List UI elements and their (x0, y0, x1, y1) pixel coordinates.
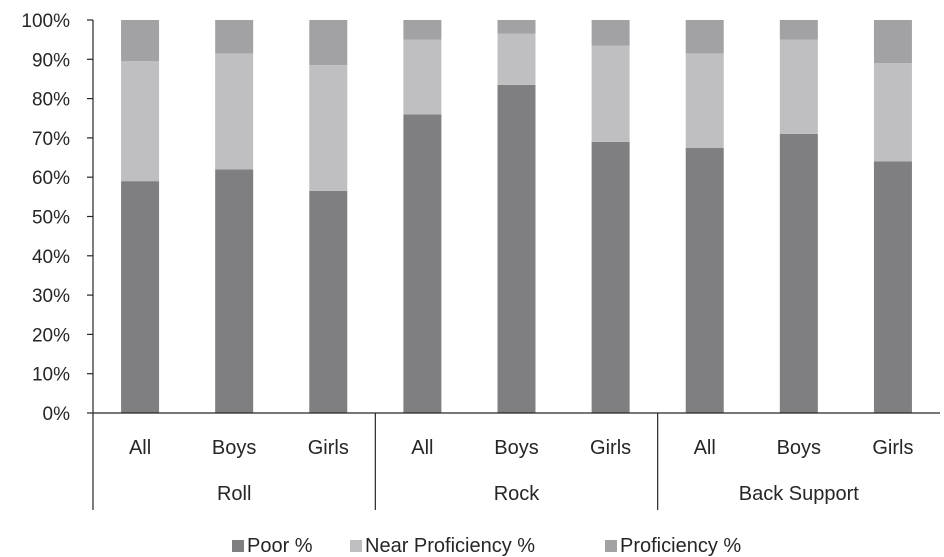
bar-segment-poor-7 (779, 133, 818, 413)
y-tick-label: 0% (43, 404, 71, 425)
bar-segment-near-proficiency-8 (873, 63, 912, 162)
legend-label: Poor % (247, 535, 313, 557)
y-tick-label: 50% (32, 208, 70, 229)
x-category-label: Boys (212, 437, 256, 459)
bar-segment-proficiency-0 (121, 20, 160, 62)
bar-segment-proficiency-1 (215, 20, 254, 54)
bar-segment-poor-1 (215, 169, 254, 413)
y-tick-label: 100% (21, 11, 70, 32)
bar-segment-poor-5 (591, 141, 630, 413)
x-category-label: Girls (308, 437, 349, 459)
axes-layer: 0% 10% 20% 30% 40% 50% 60% 70% 80% 90% 100% All Boys… (21, 11, 940, 510)
y-tick-label: 20% (32, 325, 70, 346)
bar-segment-near-proficiency-1 (215, 53, 254, 170)
bar-segment-near-proficiency-5 (591, 45, 630, 142)
x-category-label: Boys (777, 437, 821, 459)
x-category-label: All (129, 437, 151, 459)
x-category-label: Boys (494, 437, 538, 459)
bar-segment-poor-0 (121, 181, 160, 413)
bar-segment-poor-6 (685, 147, 724, 413)
bar-segment-proficiency-4 (497, 20, 536, 34)
y-tick-label: 70% (32, 129, 70, 150)
y-tick-label: 10% (32, 365, 70, 386)
bar-segment-poor-3 (403, 114, 442, 413)
y-tick-label: 80% (32, 90, 70, 111)
legend-swatch (350, 540, 362, 552)
legend-label: Proficiency % (620, 535, 741, 557)
legend-label: Near Proficiency % (365, 535, 535, 557)
bar-segment-near-proficiency-3 (403, 39, 442, 115)
bar-segment-poor-2 (309, 190, 348, 413)
y-tick-label: 90% (32, 50, 70, 71)
bar-segment-near-proficiency-7 (779, 39, 818, 134)
x-category-label: All (694, 437, 716, 459)
y-tick-label: 30% (32, 286, 70, 307)
bar-segment-proficiency-5 (591, 20, 630, 46)
bar-segment-proficiency-6 (685, 20, 724, 54)
bar-segment-proficiency-8 (873, 20, 912, 64)
y-tick-label: 60% (32, 168, 70, 189)
bar-segment-poor-4 (497, 84, 536, 413)
bar-segment-poor-8 (873, 161, 912, 413)
bar-segment-proficiency-3 (403, 20, 442, 40)
bar-segment-near-proficiency-4 (497, 33, 536, 85)
legend: Poor % Near Proficiency % Proficiency % (232, 535, 741, 557)
bar-segment-near-proficiency-6 (685, 53, 724, 148)
bar-segment-near-proficiency-0 (121, 61, 160, 182)
x-category-label: All (411, 437, 433, 459)
legend-swatch (232, 540, 244, 552)
bar-segment-proficiency-7 (779, 20, 818, 40)
x-group-label: Roll (217, 483, 251, 505)
legend-swatch (605, 540, 617, 552)
bar-segment-proficiency-2 (309, 20, 348, 66)
x-category-label: Girls (872, 437, 913, 459)
bars-layer (121, 20, 912, 413)
x-group-label: Back Support (739, 483, 860, 505)
bar-segment-near-proficiency-2 (309, 65, 348, 191)
x-group-label: Rock (494, 483, 541, 505)
y-tick-label: 40% (32, 247, 70, 268)
x-category-label: Girls (590, 437, 631, 459)
